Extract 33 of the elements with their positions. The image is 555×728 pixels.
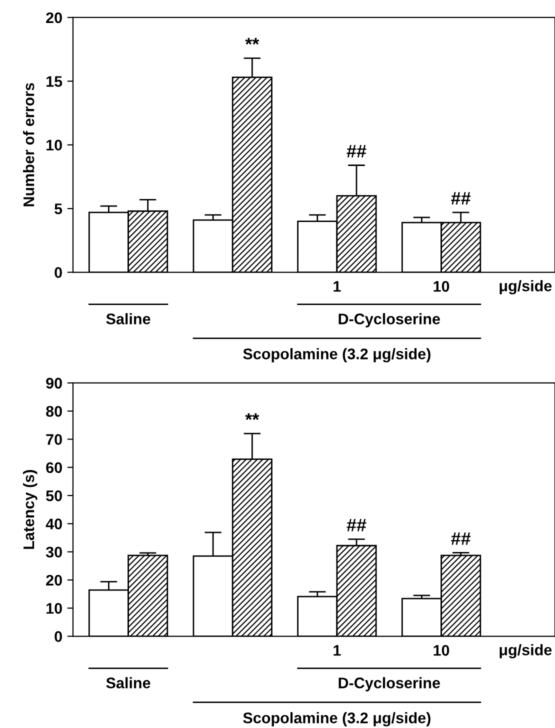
y-tick-label: 90 bbox=[46, 378, 62, 389]
annotation: ## bbox=[346, 518, 366, 532]
y-tick-label: 0 bbox=[54, 631, 62, 642]
text: D-Cycloserine bbox=[338, 677, 440, 692]
annotation: ## bbox=[346, 145, 366, 158]
annotation: ** bbox=[245, 413, 260, 420]
y-tick-label: 5 bbox=[54, 204, 62, 214]
text: D-Cycloserine bbox=[338, 313, 440, 328]
y-tick-label: 15 bbox=[46, 76, 62, 87]
text: Scopolamine (3.2 μg/side) bbox=[243, 712, 430, 726]
y-tick-label: 50 bbox=[46, 490, 62, 502]
y-axis-title: Number of errors bbox=[23, 83, 34, 206]
text: Saline bbox=[106, 677, 150, 688]
annotation: ## bbox=[451, 532, 471, 545]
y-tick-label: 10 bbox=[46, 140, 62, 151]
y-tick-label: 40 bbox=[46, 518, 62, 530]
y-tick-label: 30 bbox=[46, 546, 62, 558]
y-tick-label: 20 bbox=[46, 12, 62, 24]
text: Scopolamine (3.2 μg/side) bbox=[243, 348, 430, 362]
y-tick-label: 20 bbox=[46, 574, 62, 586]
annotation: ## bbox=[451, 192, 471, 204]
y-axis-title: Latency (s) bbox=[23, 470, 38, 549]
x-tick-label: 1 bbox=[334, 281, 341, 292]
y-tick-label: 70 bbox=[46, 434, 62, 445]
annotation: ** bbox=[245, 38, 260, 45]
text: μg/side bbox=[500, 280, 552, 294]
text: μg/side bbox=[500, 644, 552, 658]
x-tick-label: 1 bbox=[334, 645, 341, 656]
text: Saline bbox=[106, 313, 150, 324]
y-tick-label: 0 bbox=[54, 267, 62, 278]
y-tick-label: 80 bbox=[46, 406, 62, 417]
y-tick-label: 10 bbox=[46, 602, 62, 614]
y-tick-label: 60 bbox=[46, 462, 62, 474]
